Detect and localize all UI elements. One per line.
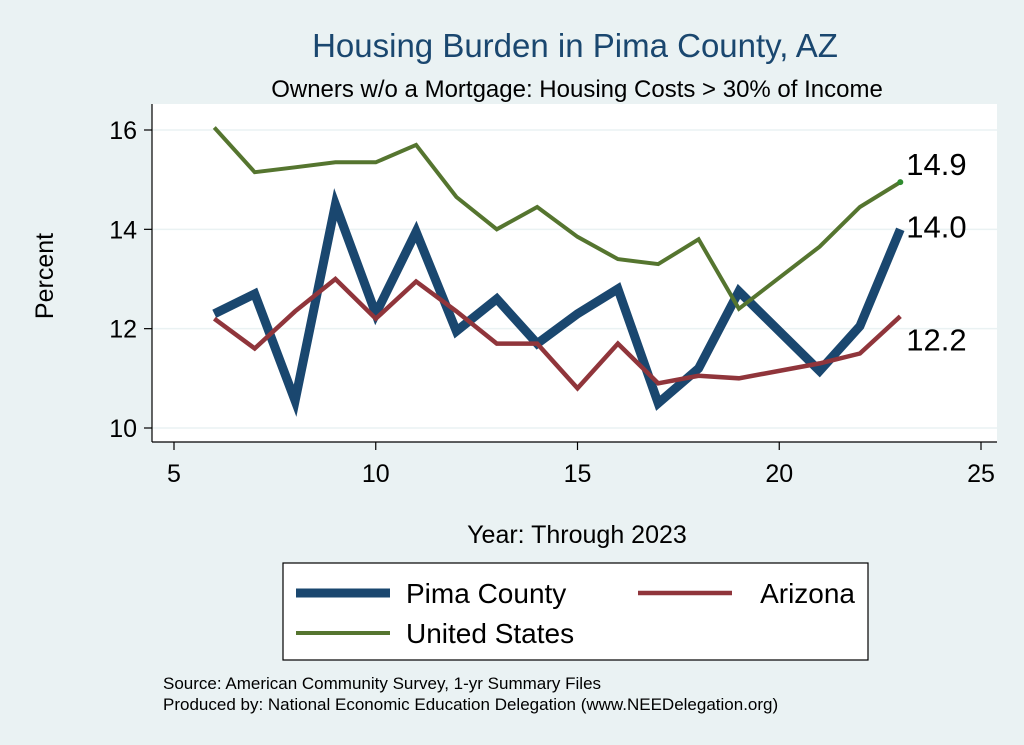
series-lines <box>212 126 905 417</box>
chart-title: Housing Burden in Pima County, AZ <box>312 27 838 64</box>
y-tick-label: 14 <box>109 216 137 244</box>
end-label-united-states: 14.9 <box>906 147 966 182</box>
plot-area <box>152 104 997 442</box>
x-axis-label: Year: Through 2023 <box>467 521 687 549</box>
x-tick-label: 5 <box>167 460 181 488</box>
end-label-arizona: 12.2 <box>906 322 966 357</box>
legend-label-arizona: Arizona <box>760 578 855 609</box>
x-tick-label: 10 <box>362 460 390 488</box>
end-label-pima-county: 14.0 <box>906 209 966 244</box>
legend: Pima County Arizona United States <box>296 578 855 649</box>
series-line-arizona <box>212 275 902 392</box>
source-note: Source: American Community Survey, 1-yr … <box>163 674 601 693</box>
series-line-united-states <box>212 126 902 312</box>
y-axis-label: Percent <box>31 233 59 319</box>
x-tick-label: 20 <box>765 460 793 488</box>
end-point-united-states <box>897 179 904 186</box>
producer-note: Produced by: National Economic Education… <box>163 695 778 714</box>
x-tick-label: 25 <box>967 460 995 488</box>
legend-label-pima-county: Pima County <box>406 578 566 609</box>
tick-labels: 10 12 14 16 5 10 15 20 25 <box>109 117 995 488</box>
chart-subtitle: Owners w/o a Mortgage: Housing Costs > 3… <box>271 76 883 103</box>
legend-box <box>282 562 869 661</box>
y-tick-label: 16 <box>109 117 137 145</box>
y-tick-label: 10 <box>109 415 137 443</box>
x-tick-label: 15 <box>564 460 592 488</box>
end-labels: 14.0 12.2 14.9 <box>897 147 967 357</box>
y-tick-label: 12 <box>109 316 137 344</box>
axes <box>151 104 997 443</box>
legend-label-united-states: United States <box>406 618 574 649</box>
